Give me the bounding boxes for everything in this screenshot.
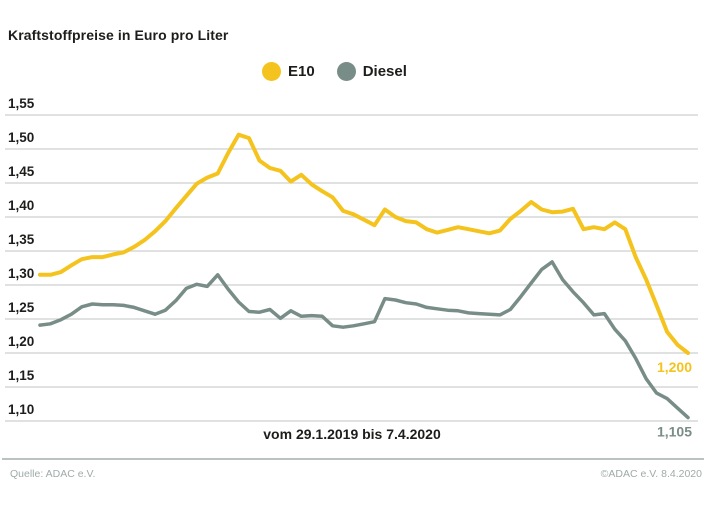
- legend-item-e10: E10: [262, 62, 315, 81]
- y-tick-label: 1,45: [8, 164, 35, 179]
- y-tick-label: 1,25: [8, 300, 35, 315]
- legend-label-e10: E10: [288, 63, 315, 80]
- footer-copyright: ©ADAC e.V. 8.4.2020: [600, 468, 702, 480]
- chart-legend: E10 Diesel: [262, 62, 407, 81]
- legend-label-diesel: Diesel: [362, 63, 407, 80]
- diesel-end-value-label: 1,105: [657, 424, 692, 440]
- page-title: Kraftstoffpreise in Euro pro Liter: [8, 27, 229, 43]
- footer-divider: [2, 458, 704, 460]
- y-tick-label: 1,55: [8, 96, 35, 111]
- y-tick-label: 1,35: [8, 232, 35, 247]
- y-tick-label: 1,30: [8, 266, 34, 281]
- e10-line: [38, 132, 690, 355]
- y-tick-label: 1,15: [8, 368, 35, 383]
- diesel-color-dot-icon: [336, 62, 356, 81]
- footer-source: Quelle: ADAC e.V.: [10, 468, 96, 480]
- e10-color-dot-icon: [262, 62, 281, 81]
- y-tick-label: 1,40: [8, 198, 34, 213]
- y-tick-label: 1,20: [8, 334, 34, 349]
- y-tick-label: 1,10: [8, 402, 34, 417]
- x-axis-caption: vom 29.1.2019 bis 7.4.2020: [263, 426, 441, 442]
- diesel-line: [38, 260, 690, 420]
- legend-item-diesel: Diesel: [336, 62, 407, 81]
- e10-end-value-label: 1,200: [657, 359, 692, 375]
- y-tick-label: 1,50: [8, 130, 34, 145]
